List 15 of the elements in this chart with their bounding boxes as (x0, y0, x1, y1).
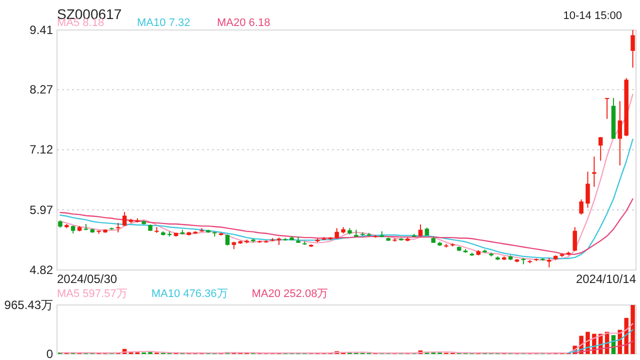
y-tick-label: 5.97 (30, 202, 54, 217)
text: 2024/05/30 (57, 272, 118, 286)
y-tick-label: 7.12 (30, 142, 54, 157)
y-tick-label: 9.41 (30, 23, 54, 37)
text: 2024/10/14 (576, 272, 636, 286)
y-tick-label: 8.27 (30, 82, 54, 97)
text: MA20 252.08万 (252, 288, 328, 300)
y-tick-label: 0 (46, 347, 54, 360)
y-tick-label: 965.43万 (4, 298, 53, 312)
text: MA10 7.32 (137, 17, 190, 29)
text: 10-14 15:00 (563, 10, 622, 22)
text: MA5 597.57万 (57, 288, 128, 300)
text: MA20 6.18 (217, 17, 270, 29)
y-tick-label: 4.82 (30, 263, 54, 277)
text: MA10 476.36万 (151, 288, 228, 300)
